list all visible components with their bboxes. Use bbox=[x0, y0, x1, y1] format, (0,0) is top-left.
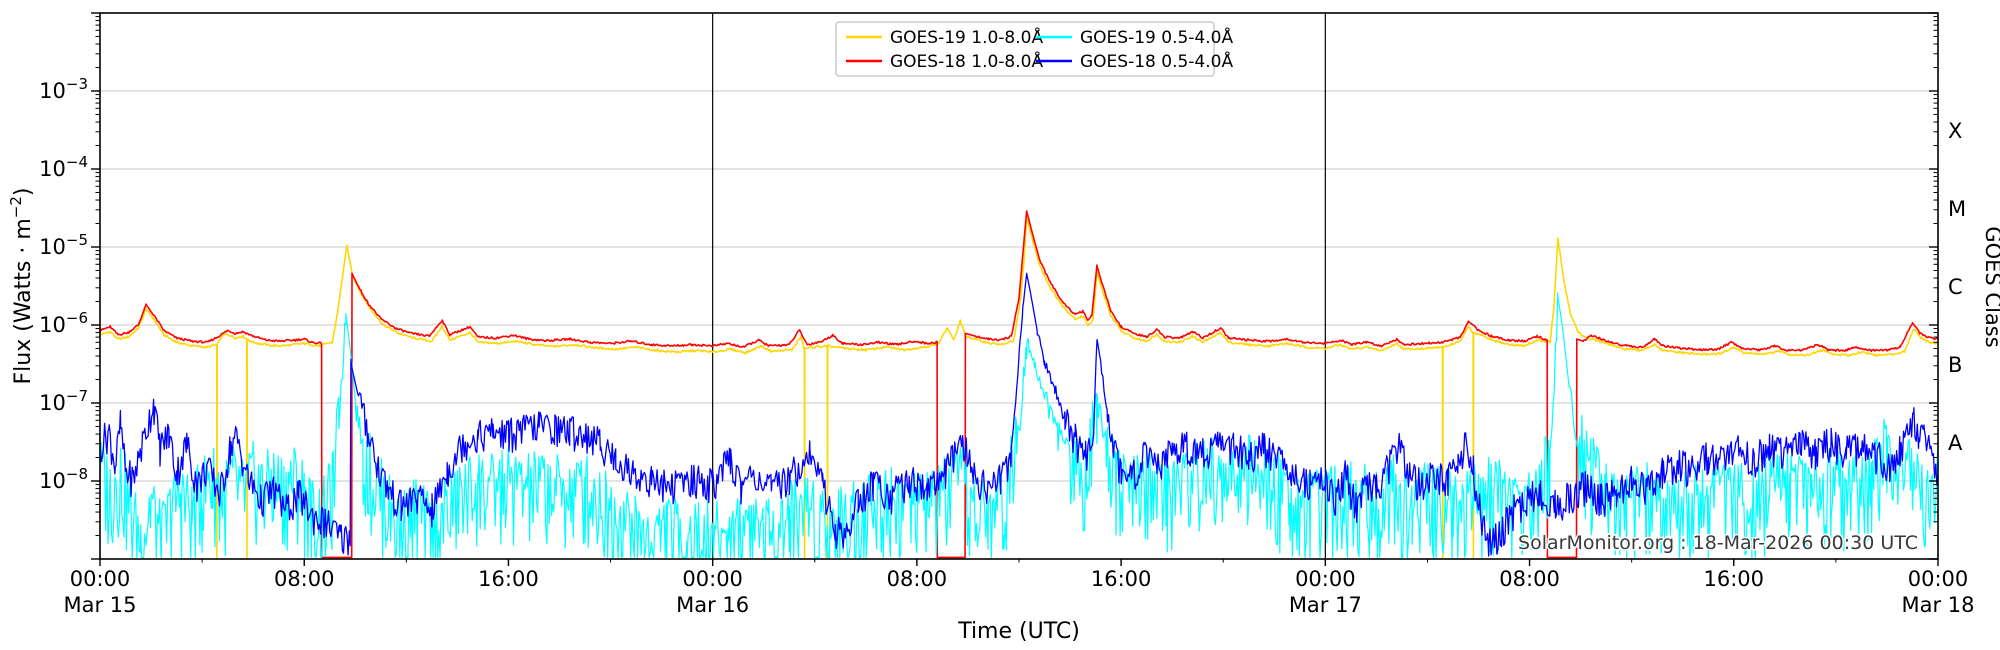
x-tick-time-label: 16:00 bbox=[478, 567, 539, 591]
y-tick-label: 10−7 bbox=[39, 387, 88, 415]
y-tick-label: 10−8 bbox=[39, 465, 88, 493]
x-tick-time-label: 00:00 bbox=[682, 567, 743, 591]
x-tick-time-label: 00:00 bbox=[70, 567, 131, 591]
series-line-1 bbox=[99, 210, 1939, 559]
x-tick-time-label: 16:00 bbox=[1704, 567, 1765, 591]
legend-entry-label: GOES-18 1.0-8.0Å bbox=[890, 50, 1043, 72]
goes-class-letter-B: B bbox=[1948, 353, 1962, 377]
y-tick-label: 10−3 bbox=[39, 75, 88, 103]
goes-class-letter-A: A bbox=[1948, 431, 1963, 455]
legend-entry-label: GOES-19 0.5-4.0Å bbox=[1080, 26, 1233, 48]
x-axis-title: Time (UTC) bbox=[957, 619, 1080, 644]
legend-entry-label: GOES-19 1.0-8.0Å bbox=[890, 26, 1043, 48]
right-axis-title: GOES Class bbox=[1981, 226, 2000, 347]
x-tick-time-label: 16:00 bbox=[1091, 567, 1152, 591]
series-line-2 bbox=[99, 292, 1939, 559]
x-tick-date-label: Mar 18 bbox=[1901, 593, 1974, 617]
x-tick-time-label: 08:00 bbox=[274, 567, 335, 591]
legend-box bbox=[835, 21, 1215, 77]
x-tick-date-label: Mar 15 bbox=[63, 593, 136, 617]
goes-class-letter-C: C bbox=[1948, 275, 1963, 299]
y-tick-label: 10−6 bbox=[39, 309, 88, 337]
x-tick-date-label: Mar 17 bbox=[1289, 593, 1362, 617]
y-tick-label: 10−4 bbox=[39, 153, 88, 181]
y-axis-title: Flux (Watts · m−2) bbox=[7, 188, 36, 385]
legend-entry-label: GOES-18 0.5-4.0Å bbox=[1080, 50, 1233, 72]
y-tick-label: 10−5 bbox=[39, 231, 88, 259]
series-line-0 bbox=[99, 216, 1939, 559]
x-tick-time-label: 00:00 bbox=[1908, 567, 1969, 591]
goes-class-letter-X: X bbox=[1948, 119, 1962, 143]
x-tick-time-label: 08:00 bbox=[887, 567, 948, 591]
x-tick-time-label: 00:00 bbox=[1295, 567, 1356, 591]
goes-class-letter-M: M bbox=[1948, 197, 1966, 221]
x-tick-time-label: 08:00 bbox=[1499, 567, 1560, 591]
watermark-text: SolarMonitor.org : 18-Mar-2026 00:30 UTC bbox=[1518, 532, 1918, 554]
x-tick-date-label: Mar 16 bbox=[676, 593, 749, 617]
series-line-3 bbox=[99, 272, 1939, 557]
